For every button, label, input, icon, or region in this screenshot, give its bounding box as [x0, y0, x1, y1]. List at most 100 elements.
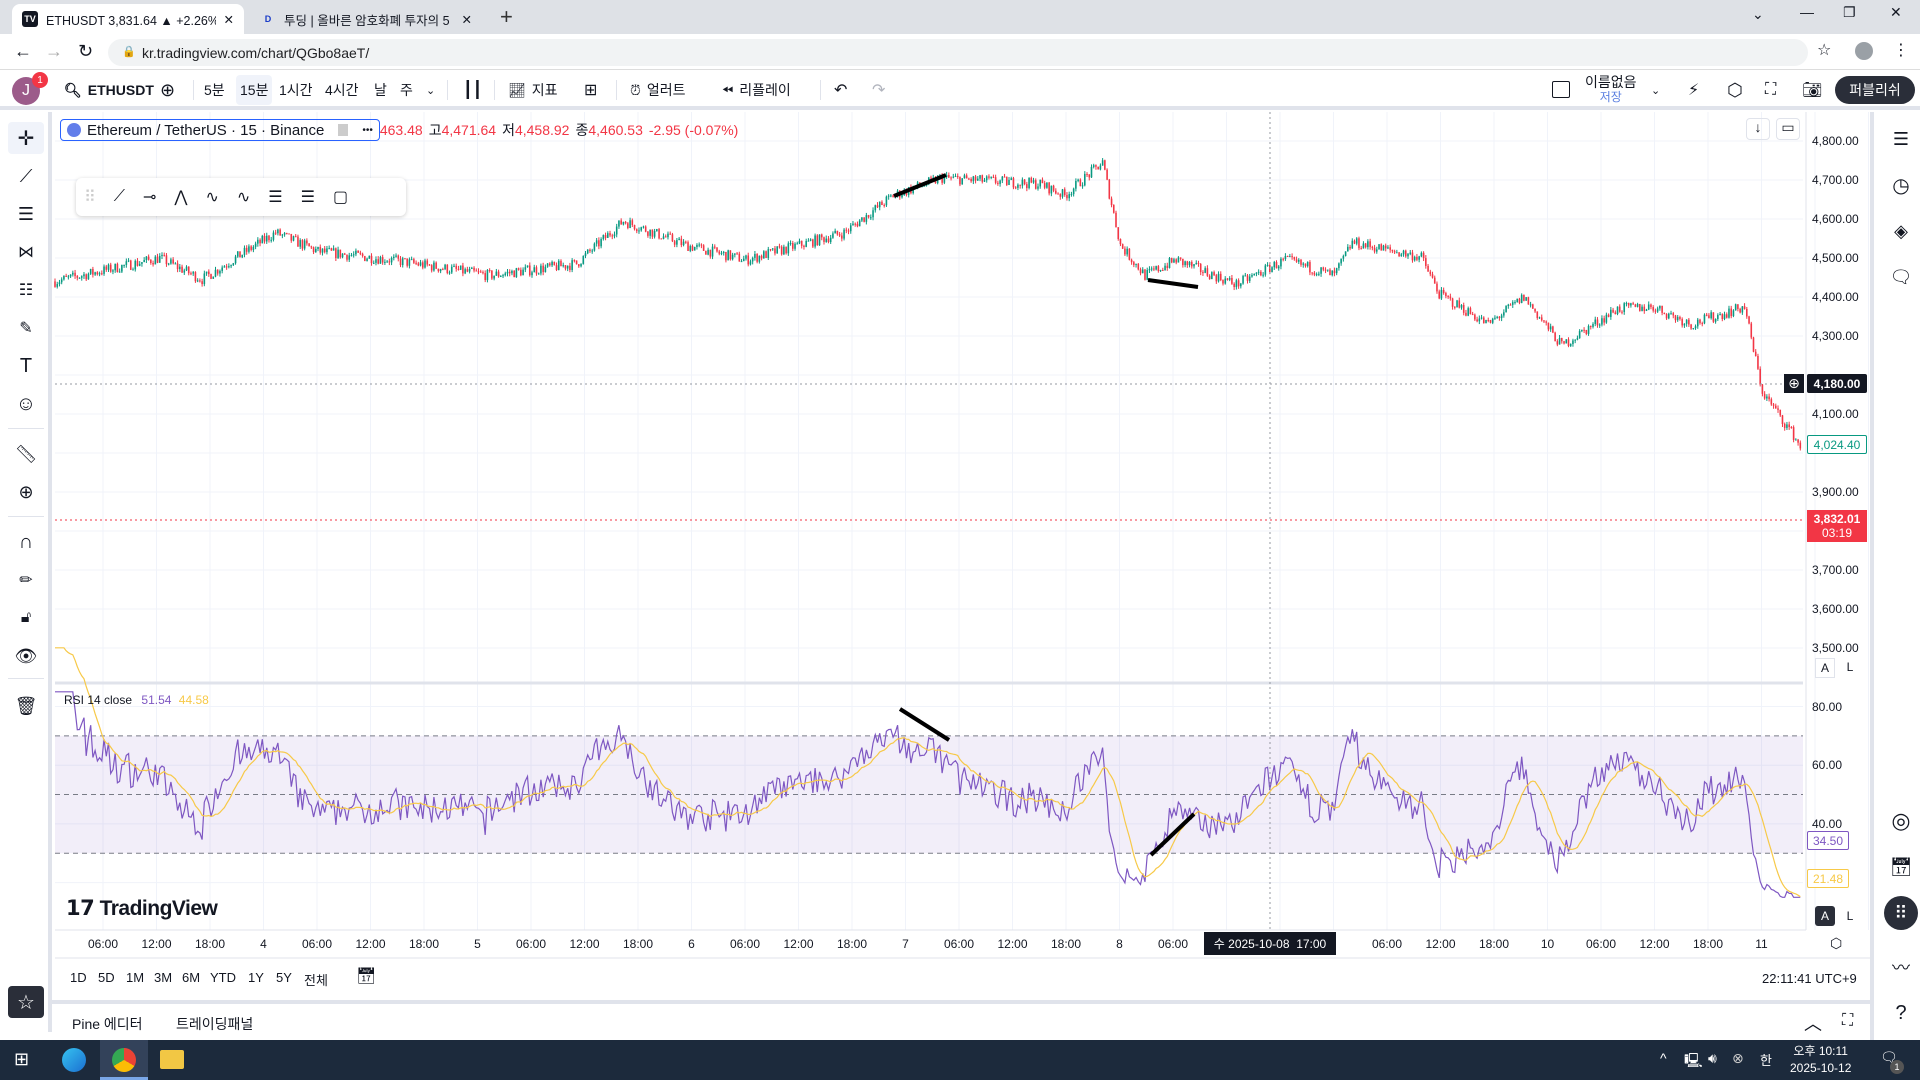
settings-hexagon-icon[interactable]: ⬡: [1727, 79, 1743, 100]
help-icon[interactable]: ?: [1895, 1001, 1907, 1024]
tab-search-chevron-icon[interactable]: ⌄: [1752, 6, 1764, 22]
rsi-trend-line-drawing[interactable]: [898, 707, 951, 742]
zoom-in-icon[interactable]: ⊕: [18, 481, 34, 502]
favorites-star-icon[interactable]: ☆: [8, 986, 44, 1018]
minimize-icon[interactable]: —: [1800, 4, 1814, 20]
more-icon[interactable]: •••: [362, 124, 373, 136]
apps-grid-icon[interactable]: ⠿: [1884, 896, 1918, 930]
elliott-wave-icon[interactable]: ∿: [205, 189, 219, 206]
layout-square-icon[interactable]: [1552, 81, 1570, 98]
range-button-1m[interactable]: 1M: [126, 970, 145, 985]
layout-chevron-down-icon[interactable]: ⌄: [1651, 84, 1661, 97]
camera-icon[interactable]: 📷︎: [1802, 82, 1823, 99]
rsi-legend[interactable]: RSI 14 close 51.54 44.58: [64, 693, 209, 707]
range-button-전체[interactable]: 전체: [304, 973, 328, 988]
watchlist-icon[interactable]: ☰: [1892, 128, 1910, 149]
magnet-icon[interactable]: ∩: [18, 530, 34, 553]
fib-extension-icon[interactable]: ☰: [300, 189, 315, 206]
range-button-5d[interactable]: 5D: [98, 970, 115, 985]
ime-indicator[interactable]: 한: [1760, 1053, 1772, 1068]
tab-trading-panel[interactable]: 트레이딩패널: [176, 1016, 254, 1032]
chart-canvas[interactable]: [0, 0, 1870, 1040]
redo-icon[interactable]: ↷: [872, 82, 886, 99]
collapse-chevron-up-icon[interactable]: ︿: [1804, 1014, 1822, 1034]
interval-5m[interactable]: 5분: [204, 82, 225, 98]
range-button-1d[interactable]: 1D: [70, 970, 87, 985]
tab-tooding[interactable]: D 투딩 | 올바른 암호화폐 투자의 5 ✕: [250, 4, 482, 34]
volume-icon[interactable]: 🔊︎: [1708, 1050, 1717, 1066]
ruler-icon[interactable]: 📏︎: [14, 443, 38, 464]
close-icon[interactable]: ✕: [223, 12, 234, 27]
trend-line-drawing[interactable]: [893, 173, 947, 198]
tab-ethusdt[interactable]: TV ETHUSDT 3,831.64 ▲ +2.26% 이 ✕: [12, 4, 244, 34]
scroll-down-icon[interactable]: ↓: [1746, 118, 1770, 140]
alerts-clock-icon[interactable]: ◷: [1892, 174, 1910, 197]
tab-pine-editor[interactable]: Pine 에디터: [72, 1016, 143, 1032]
horizontal-lines-icon[interactable]: ☰: [17, 203, 35, 224]
abc-wave-icon[interactable]: ∿: [236, 189, 251, 206]
maximize-pane-icon[interactable]: ▭: [1776, 118, 1800, 140]
stream-icon[interactable]: 〰: [1892, 958, 1910, 978]
windows-start-icon[interactable]: ⊞: [14, 1049, 30, 1069]
chrome-taskbar-button[interactable]: [100, 1040, 148, 1080]
replay-button[interactable]: ⏪︎ 리플레이: [722, 79, 791, 101]
back-icon[interactable]: ←: [14, 41, 32, 61]
status-x-icon[interactable]: ⊗: [1732, 1050, 1744, 1066]
network-icon[interactable]: 🖳︎: [1684, 1052, 1703, 1068]
taskbar-clock[interactable]: 오후 10:11 2025-10-12: [1790, 1043, 1851, 1077]
calendar-icon[interactable]: 📅︎: [1889, 856, 1913, 877]
tray-chevron-up-icon[interactable]: ^: [1660, 1050, 1667, 1066]
reload-icon[interactable]: ↻: [78, 41, 94, 61]
crosshair-icon[interactable]: ✛: [8, 122, 44, 154]
undo-icon[interactable]: ↶: [834, 82, 848, 99]
pattern-icon[interactable]: ⋈: [18, 244, 34, 261]
restore-icon[interactable]: ❐: [1843, 4, 1856, 20]
range-button-5y[interactable]: 5Y: [276, 970, 292, 985]
emoji-icon[interactable]: ☺: [15, 392, 37, 415]
lock-drawings-icon[interactable]: ✏︎: [19, 572, 33, 589]
layers-icon[interactable]: ◈: [1894, 220, 1908, 241]
rectangle-icon[interactable]: ▢: [332, 189, 349, 206]
trend-line-drawing[interactable]: [1147, 278, 1199, 289]
symbol-search-button[interactable]: 🔍︎ ETHUSDT: [64, 79, 154, 101]
brush-icon[interactable]: ✎: [19, 320, 33, 337]
compare-add-symbol-button[interactable]: ⊕: [160, 79, 175, 101]
forward-icon[interactable]: →: [45, 41, 63, 61]
symbol-legend-box[interactable]: Ethereum / TetherUS · 15 · Binance •••: [60, 119, 380, 141]
trash-icon[interactable]: 🗑︎: [14, 695, 38, 716]
range-button-ytd[interactable]: YTD: [210, 970, 236, 985]
go-to-date-calendar-icon[interactable]: 📅︎: [356, 968, 377, 985]
layout-name-button[interactable]: 이름없음 저장: [1585, 75, 1637, 105]
pitchfork-icon[interactable]: ⋀: [174, 189, 188, 206]
range-button-3m[interactable]: 3M: [154, 970, 173, 985]
add-alert-plus-icon[interactable]: ⊕: [1784, 374, 1804, 393]
auto-scale-button[interactable]: A: [1815, 658, 1835, 678]
interval-15m[interactable]: 15분: [236, 75, 273, 105]
fullscreen-icon[interactable]: ⛶: [1765, 81, 1777, 98]
alert-button[interactable]: ⏰︎ 얼러트: [630, 79, 686, 101]
edge-icon[interactable]: [62, 1048, 86, 1072]
bookmark-star-icon[interactable]: ☆: [1817, 42, 1832, 59]
chat-icon[interactable]: 🗨︎: [1889, 266, 1913, 287]
rsi-trend-line-drawing[interactable]: [1149, 812, 1196, 857]
file-explorer-icon[interactable]: [160, 1050, 184, 1069]
quick-search-icon[interactable]: ⚡︎: [1688, 82, 1700, 99]
fib-channel-icon[interactable]: ☰: [268, 189, 283, 206]
candle-style-icon[interactable]: ┃┃: [463, 82, 483, 99]
indicators-button[interactable]: 📈︎ 지표: [508, 79, 558, 101]
interval-day[interactable]: 날: [374, 82, 387, 98]
url-field[interactable]: 🔒 kr.tradingview.com/chart/QGbo8aeT/: [108, 39, 1808, 66]
log-scale-button[interactable]: L: [1846, 660, 1854, 674]
interval-1h[interactable]: 1시간: [279, 82, 313, 98]
profile-icon[interactable]: [1855, 42, 1873, 60]
publish-button[interactable]: 퍼블리쉬: [1835, 76, 1915, 104]
interval-chevron-down-icon[interactable]: ⌄: [426, 84, 436, 97]
maximize-panel-icon[interactable]: ⛶: [1842, 1012, 1854, 1029]
range-button-1y[interactable]: 1Y: [248, 970, 264, 985]
time-axis-settings-icon[interactable]: ⬡: [1830, 935, 1843, 951]
drag-handle-icon[interactable]: ⠿: [84, 189, 96, 206]
target-icon[interactable]: ◎: [1891, 808, 1911, 833]
new-tab-button[interactable]: +: [500, 4, 513, 29]
text-icon[interactable]: T: [19, 354, 33, 377]
range-button-6m[interactable]: 6M: [182, 970, 201, 985]
